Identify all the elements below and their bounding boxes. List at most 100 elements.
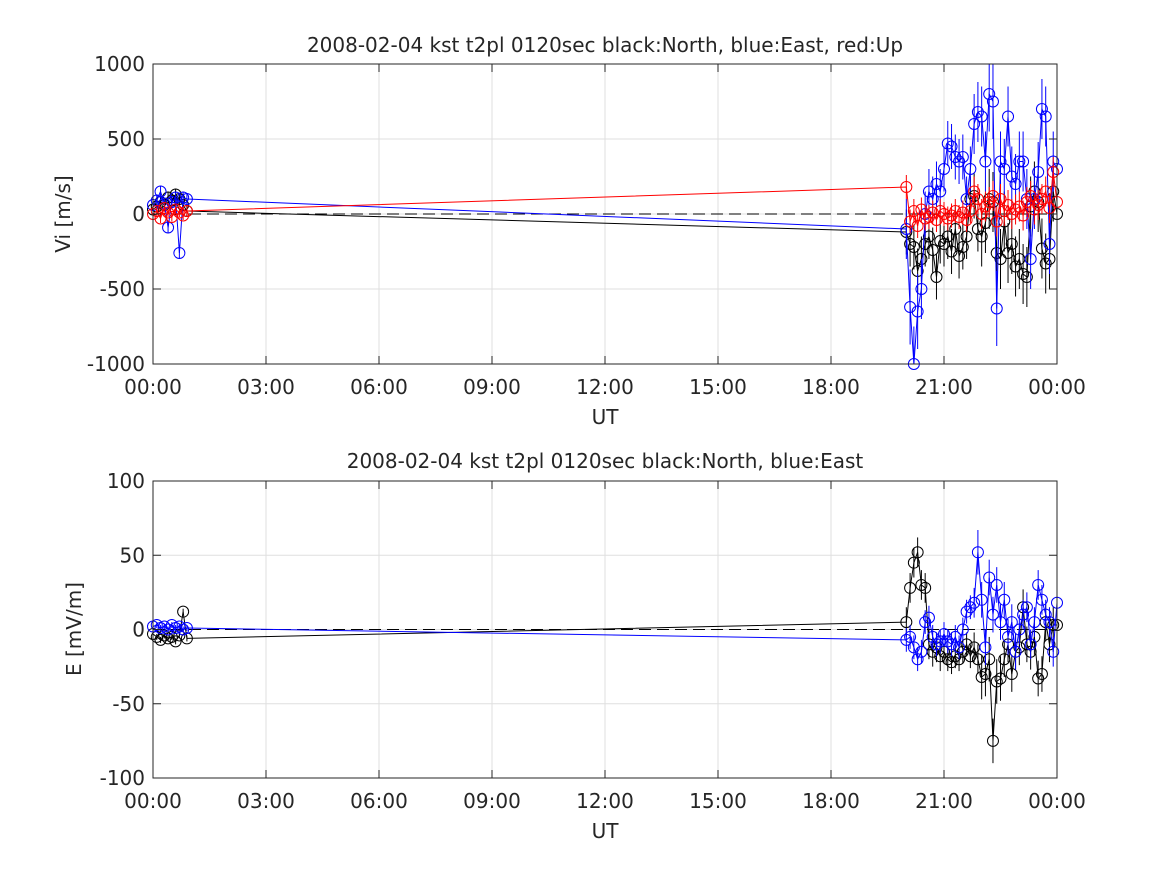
velocity-data-point [994, 155, 1007, 168]
efield-data-point [1002, 630, 1015, 643]
efield-data-point [1020, 601, 1033, 614]
velocity-data-point [975, 230, 988, 243]
efield-data-point [900, 616, 913, 629]
velocity-x-tick-label: 03:00 [237, 375, 295, 399]
velocity-data-point [945, 209, 958, 222]
efield-data-point [165, 619, 178, 632]
efield-x-tick-label: 03:00 [237, 789, 295, 813]
velocity-data-point [1017, 209, 1030, 222]
velocity-data-point [922, 211, 935, 223]
efield-data-point [1035, 668, 1048, 681]
efield-x-axis-label: UT [592, 819, 620, 843]
velocity-data-point [1032, 166, 1045, 178]
velocity-data-point [1032, 199, 1045, 211]
velocity-data-point [953, 155, 966, 168]
efield-data-point [986, 734, 999, 747]
efield-y-tick-label: -100 [100, 766, 145, 790]
velocity-data-point [180, 205, 193, 217]
velocity-series-2 [147, 157, 1063, 238]
efield-data-point [964, 601, 977, 614]
efield-y-tick-label: 100 [107, 469, 145, 493]
velocity-y-tick-label: 1000 [94, 52, 145, 76]
efield-data-point [1024, 638, 1037, 651]
efield-data-point [979, 641, 992, 654]
efield-data-point [975, 593, 988, 606]
velocity-data-point [1039, 185, 1052, 198]
efield-chart-title: 2008-02-04 kst t2pl 0120sec black:North,… [347, 449, 864, 473]
velocity-data-point [934, 235, 947, 247]
velocity-data-point [911, 220, 924, 232]
velocity-data-point [930, 178, 943, 190]
velocity-data-point [949, 205, 962, 217]
efield-x-tick-label: 00:00 [1028, 789, 1086, 813]
efield-data-point [1047, 645, 1060, 658]
efield-data-point [162, 623, 175, 636]
velocity-y-tick-label: -1000 [87, 352, 145, 376]
efield-series [147, 530, 1063, 764]
velocity-x-tick-label: 15:00 [689, 375, 747, 399]
velocity-data-point [968, 118, 981, 130]
efield-data-point [904, 630, 917, 643]
efield-data-point [979, 668, 992, 681]
efield-data-point [930, 638, 943, 651]
efield-data-point [911, 546, 924, 559]
efield-data-point [180, 622, 193, 635]
efield-data-point [949, 630, 962, 643]
velocity-data-point [900, 181, 913, 193]
velocity-data-point [177, 209, 190, 222]
velocity-data-point [1043, 238, 1056, 250]
velocity-data-point [1024, 253, 1037, 265]
velocity-data-point [956, 206, 969, 219]
velocity-chart-title: 2008-02-04 kst t2pl 0120sec black:North,… [307, 33, 903, 57]
velocity-data-point [1013, 155, 1026, 168]
efield-x-tick-label: 15:00 [689, 789, 747, 813]
velocity-data-point [1009, 260, 1022, 273]
efield-data-point [968, 596, 981, 609]
efield-data-point [938, 627, 950, 640]
efield-data-point [158, 629, 171, 642]
efield-data-point [1017, 608, 1030, 621]
velocity-data-point [173, 247, 186, 259]
efield-data-point [1028, 616, 1041, 629]
velocity-data-point [971, 193, 984, 205]
velocity-data-point [986, 95, 999, 108]
efield-x-tick-label: 06:00 [350, 789, 408, 813]
velocity-data-point [173, 206, 186, 219]
velocity-x-tick-label: 00:00 [1028, 375, 1086, 399]
velocity-data-point [934, 205, 947, 217]
velocity-data-point [956, 151, 969, 163]
velocity-data-point [983, 88, 996, 100]
efield-data-point [173, 620, 186, 633]
velocity-data-point [162, 221, 175, 234]
efield-data-point [975, 671, 988, 684]
efield-x-tick-label: 18:00 [802, 789, 860, 813]
velocity-data-point [986, 190, 999, 202]
velocity-data-point [945, 140, 958, 153]
velocity-data-point [1009, 203, 1022, 216]
efield-data-point [983, 653, 996, 666]
velocity-data-point [994, 253, 1007, 265]
velocity-data-point [979, 200, 992, 213]
efield-data-point [1035, 593, 1048, 606]
velocity-x-tick-label: 00:00 [124, 375, 182, 399]
velocity-data-point [1028, 203, 1041, 216]
velocity-data-point [1002, 110, 1015, 123]
velocity-data-point [926, 244, 939, 256]
velocity-data-point [975, 208, 988, 220]
velocity-data-point [1035, 242, 1048, 255]
efield-x-ticks: 00:00 03:00 06:00 09:00 12:00 15:00 18:00 21:00… [124, 481, 1086, 813]
efield-y-tick-label: 50 [120, 543, 145, 567]
velocity-y-tick-label: -500 [100, 277, 145, 301]
velocity-data-point [904, 301, 917, 313]
velocity-data-point [1005, 170, 1018, 183]
efield-y-tick-label: -50 [112, 692, 145, 716]
velocity-data-point [971, 223, 984, 235]
velocity-data-point [1039, 257, 1052, 270]
efield-data-point [919, 581, 932, 594]
efield-data-point [960, 638, 973, 651]
velocity-data-point [979, 155, 992, 168]
velocity-data-point [964, 205, 977, 217]
velocity-data-point [922, 230, 935, 243]
efield-data-point [983, 571, 996, 584]
